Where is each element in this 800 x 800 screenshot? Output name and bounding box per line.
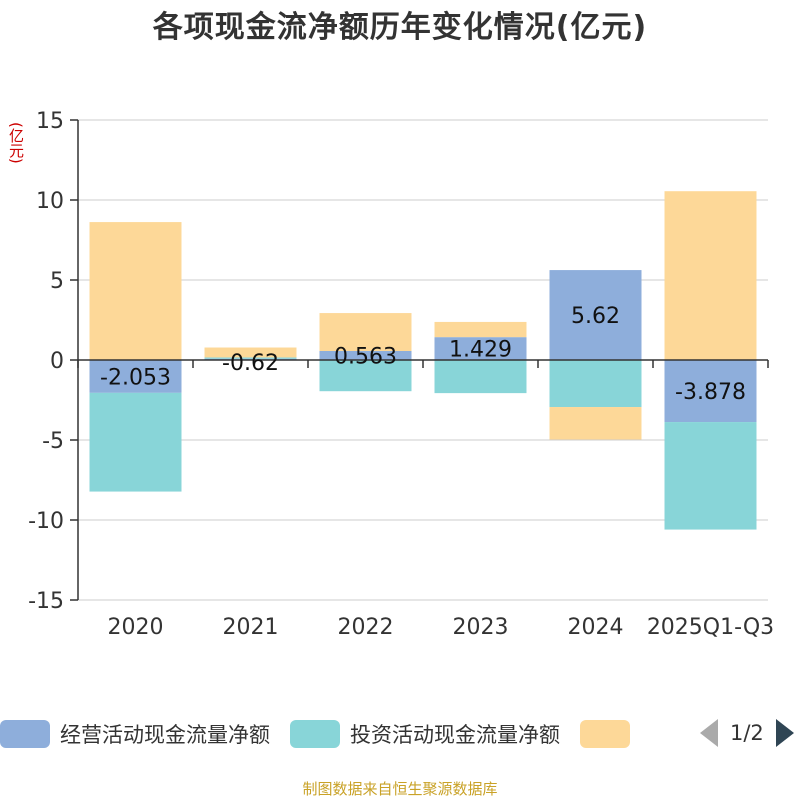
legend-swatch-investing (290, 720, 340, 748)
chart-title: 各项现金流净额历年变化情况(亿元) (152, 10, 648, 45)
legend-item-investing[interactable]: 投资活动现金流量净额 (290, 719, 560, 749)
bars (89, 191, 757, 530)
x-tick-label: 2025Q1-Q3 (647, 615, 774, 640)
x-tick-label: 2023 (453, 615, 509, 640)
legend-item-operating[interactable]: 经营活动现金流量净额 (0, 719, 270, 749)
data-source-note: 制图数据来自恒生聚源数据库 (302, 780, 498, 798)
data-label: -2.053 (100, 365, 171, 390)
axes: 15 10 5 0 -5 -10 -15 2020 2021 2022 2023 2024 2025Q1… (28, 109, 774, 640)
bar-segment (549, 407, 642, 440)
data-label: -3.878 (675, 380, 746, 405)
legend-label-operating: 经营活动现金流量净额 (60, 723, 270, 747)
bar-segment (89, 222, 182, 360)
x-tick-label: 2024 (568, 615, 624, 640)
x-tick-label: 2022 (338, 615, 394, 640)
x-tick-label: 2020 (108, 615, 164, 640)
bar-segment (89, 392, 182, 492)
data-label: -0.62 (222, 351, 279, 376)
bar-segment (549, 360, 642, 408)
bar-segment (89, 360, 182, 393)
y-tick-label: -10 (28, 509, 64, 534)
bar-segment (204, 347, 297, 358)
bar-segment (319, 360, 412, 392)
y-tick-label: 0 (50, 349, 64, 374)
legend: 经营活动现金流量净额 投资活动现金流量净额 1/2 (0, 712, 800, 756)
y-tick-label: 10 (36, 189, 64, 214)
bar-segment (664, 191, 757, 360)
y-tick-label: 15 (36, 109, 64, 134)
bar-segment (664, 360, 757, 423)
y-tick-label: 5 (50, 269, 64, 294)
legend-label-investing: 投资活动现金流量净额 (350, 723, 560, 747)
bar-chart: 15 10 5 0 -5 -10 -15 2020 2021 2022 2023 2024 2025Q1… (28, 109, 774, 640)
grid-lines (78, 119, 768, 601)
bar-segment (434, 360, 527, 394)
x-tick-label: 2021 (223, 615, 279, 640)
legend-item-financing[interactable] (580, 720, 640, 748)
legend-next-icon[interactable] (775, 719, 794, 747)
legend-swatch-financing (580, 720, 630, 748)
data-label: 5.62 (571, 304, 620, 329)
bar-segment (664, 422, 757, 530)
legend-swatch-operating (0, 720, 50, 748)
bar-segment (434, 321, 527, 338)
y-axis-unit-label: (亿元) (7, 122, 25, 164)
legend-prev-icon[interactable] (700, 719, 718, 747)
bar-segment (319, 313, 412, 351)
bar-segment (549, 270, 642, 360)
bar-segment (319, 350, 412, 360)
data-label: 1.429 (449, 338, 512, 363)
bar-segment (204, 357, 297, 359)
data-labels: -2.053 0.563 1.429 5.62 -3.878 -0.62 (100, 304, 746, 405)
y-tick-label: -15 (28, 589, 64, 614)
data-label: 0.563 (334, 344, 397, 369)
legend-page-indicator: 1/2 (730, 721, 764, 745)
legend-pager: 1/2 (700, 719, 794, 747)
y-tick-label: -5 (42, 429, 64, 454)
bar-segment (434, 337, 527, 360)
